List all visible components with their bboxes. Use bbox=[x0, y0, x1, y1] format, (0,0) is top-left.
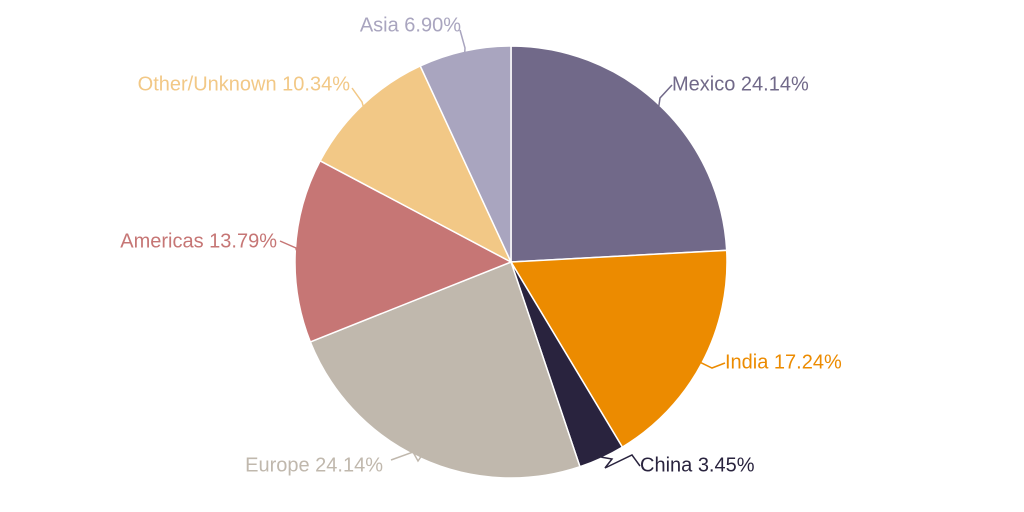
leader-line-other-unknown bbox=[351, 87, 364, 107]
pie-slices bbox=[294, 45, 728, 479]
slice-label-europe: Europe 24.14% bbox=[245, 454, 383, 476]
leader-line-india bbox=[700, 362, 726, 369]
leader-line-asia bbox=[459, 29, 466, 53]
slice-label-mexico: Mexico 24.14% bbox=[672, 73, 809, 95]
label-leader-lines bbox=[279, 29, 726, 469]
slice-label-americas: Americas 13.79% bbox=[120, 230, 277, 252]
leader-line-china bbox=[601, 454, 641, 469]
slice-label-india: India 17.24% bbox=[725, 351, 842, 373]
leader-line-americas bbox=[279, 240, 298, 251]
slice-labels: Mexico 24.14% India 17.24% China 3.45% Euro… bbox=[120, 14, 842, 476]
slice-label-other-unknown: Other/Unknown 10.34% bbox=[138, 73, 351, 95]
pie-slice-americas bbox=[294, 159, 513, 343]
slice-label-asia: Asia 6.90% bbox=[360, 14, 461, 36]
slice-label-china: China 3.45% bbox=[640, 454, 755, 476]
leader-line-europe bbox=[390, 451, 422, 463]
leader-line-mexico bbox=[658, 84, 673, 107]
